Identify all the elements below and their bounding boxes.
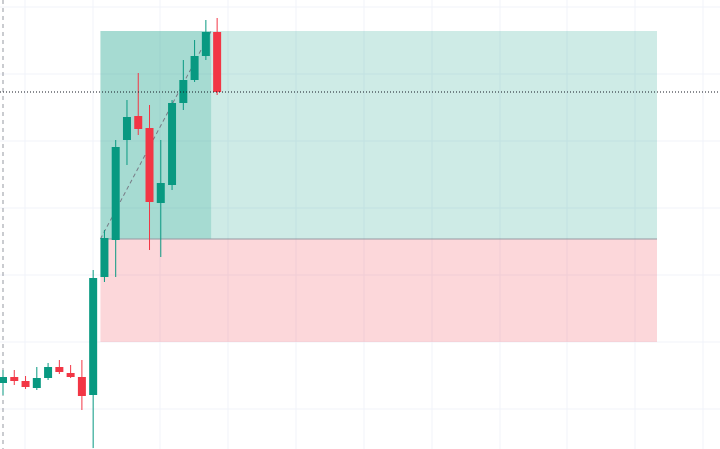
- candle-body: [201, 32, 210, 56]
- loss-zone: [100, 239, 658, 342]
- candle-body: [0, 377, 7, 383]
- candle-body: [100, 238, 109, 277]
- candle-body: [44, 367, 53, 378]
- candle-body: [111, 147, 120, 240]
- candle-body: [134, 116, 143, 129]
- candle-body: [66, 373, 75, 377]
- candle-body: [21, 381, 30, 387]
- candle-body: [32, 378, 41, 388]
- candle-body: [168, 103, 177, 185]
- candle-body: [89, 278, 98, 395]
- candle-body: [156, 183, 165, 203]
- candle-body: [77, 377, 86, 396]
- candle-body: [122, 117, 131, 140]
- candle-body: [190, 56, 199, 80]
- candle-body: [145, 128, 154, 202]
- candle-body: [55, 367, 64, 372]
- candle-body: [213, 32, 222, 92]
- candle-body: [10, 377, 19, 381]
